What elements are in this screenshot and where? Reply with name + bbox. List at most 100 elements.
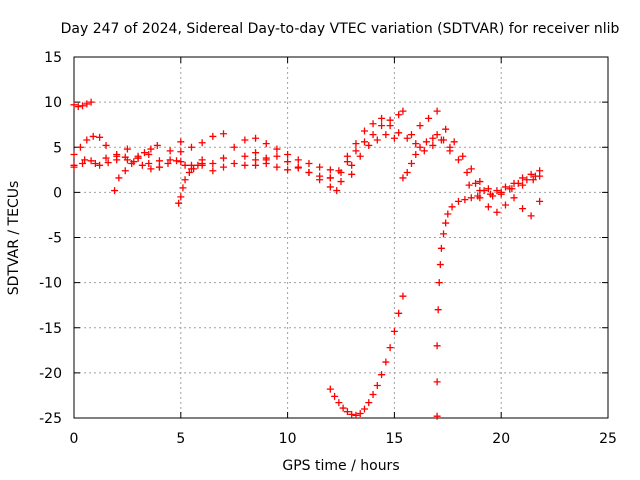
- data-point: [433, 342, 441, 350]
- data-point: [147, 165, 155, 173]
- data-point: [378, 371, 386, 379]
- data-point: [465, 181, 473, 189]
- data-point: [333, 187, 341, 195]
- data-point: [179, 184, 187, 192]
- data-point: [138, 161, 146, 169]
- data-point: [390, 327, 398, 335]
- data-point: [365, 399, 373, 407]
- data-point: [429, 134, 437, 142]
- data-point: [420, 147, 428, 155]
- data-point: [220, 154, 228, 162]
- data-point: [433, 107, 441, 115]
- data-point: [102, 154, 110, 162]
- data-point: [343, 152, 351, 160]
- series-s3: [70, 145, 228, 171]
- data-point: [262, 140, 270, 148]
- data-point: [209, 167, 217, 175]
- data-point: [155, 157, 163, 165]
- data-point: [89, 132, 97, 140]
- data-point: [326, 166, 334, 174]
- data-point: [386, 344, 394, 352]
- data-point: [348, 170, 356, 178]
- series-s5: [111, 141, 161, 195]
- data-point: [472, 179, 480, 187]
- data-point: [434, 306, 442, 314]
- data-point: [87, 98, 95, 106]
- data-point: [113, 156, 121, 164]
- data-point: [187, 165, 195, 173]
- series-s16: [407, 107, 544, 195]
- data-point: [252, 134, 260, 142]
- series-s4: [70, 153, 189, 173]
- data-point: [435, 279, 443, 287]
- data-point: [326, 183, 334, 191]
- data-point: [83, 100, 91, 108]
- data-point: [316, 176, 324, 184]
- data-point: [74, 103, 82, 111]
- data-point: [96, 133, 104, 141]
- data-point: [433, 378, 441, 386]
- data-point: [493, 208, 501, 216]
- series-s8: [187, 156, 345, 186]
- data-point: [70, 150, 78, 158]
- data-point: [373, 136, 381, 144]
- data-point: [501, 183, 509, 191]
- data-point: [111, 187, 119, 195]
- data-point: [175, 199, 183, 207]
- data-point: [102, 141, 110, 149]
- data-point: [181, 176, 189, 184]
- data-points: [70, 98, 544, 420]
- data-point: [273, 145, 281, 153]
- x-tick-labels: 0 5 10 15 20 25: [70, 431, 617, 447]
- data-point: [519, 205, 527, 213]
- data-point: [442, 125, 450, 133]
- data-point: [365, 141, 373, 149]
- data-point: [273, 163, 281, 171]
- data-point: [140, 149, 148, 157]
- data-point: [128, 159, 136, 167]
- data-point: [390, 134, 398, 142]
- data-point: [91, 159, 99, 167]
- data-point: [241, 152, 249, 160]
- data-point: [360, 138, 368, 146]
- data-point: [87, 157, 95, 165]
- data-point: [181, 161, 189, 169]
- data-point: [412, 150, 420, 158]
- data-point: [166, 156, 174, 164]
- y-tick-label: 10: [44, 95, 62, 111]
- data-point: [514, 179, 522, 187]
- data-point: [382, 131, 390, 139]
- data-point: [523, 176, 531, 184]
- data-point: [339, 404, 347, 412]
- data-point: [305, 169, 313, 177]
- y-tick-label: 0: [53, 185, 62, 201]
- data-point: [403, 169, 411, 177]
- data-point: [352, 147, 360, 155]
- data-point: [96, 161, 104, 169]
- y-tick-label: -5: [48, 231, 62, 247]
- data-point: [395, 129, 403, 137]
- data-point: [241, 161, 249, 169]
- data-point: [416, 122, 424, 130]
- data-point: [527, 170, 535, 178]
- data-point: [412, 140, 420, 148]
- data-point: [395, 309, 403, 317]
- series-s12: [343, 114, 420, 160]
- series-s1: [70, 98, 95, 111]
- data-point: [262, 156, 270, 164]
- data-point: [444, 210, 452, 218]
- data-point: [326, 174, 334, 182]
- series-s13: [348, 131, 398, 169]
- data-point: [177, 193, 185, 201]
- data-point: [252, 161, 260, 169]
- data-point: [416, 143, 424, 151]
- data-point: [284, 166, 292, 174]
- y-axis-label: SDTVAR / TECUs: [6, 181, 22, 296]
- x-tick-label: 25: [599, 431, 617, 447]
- data-point: [76, 143, 84, 151]
- data-point: [529, 176, 537, 184]
- data-point: [429, 141, 437, 149]
- data-point: [177, 158, 185, 166]
- y-tick-labels: -25 -20 -15 -10 -5 0 5 10 15: [39, 50, 62, 427]
- data-point: [164, 159, 172, 167]
